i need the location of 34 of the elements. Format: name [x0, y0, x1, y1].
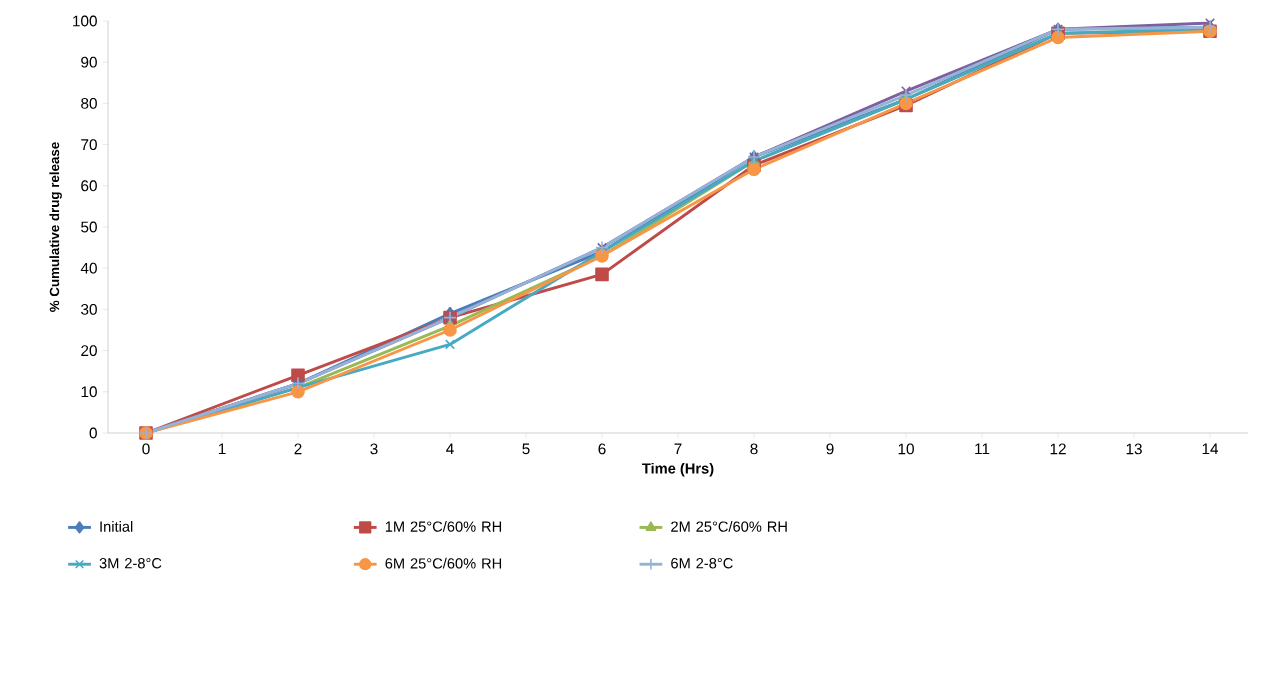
y-tick-label: 30 [81, 303, 97, 315]
legend-label: Initial [100, 521, 133, 532]
x-tick-label: 3 [370, 443, 378, 455]
y-axis-title: % Cumulative drug release [49, 142, 62, 312]
x-tick-label: 7 [674, 443, 682, 455]
x-tick-label: 10 [898, 443, 914, 455]
y-tick-label: 100 [73, 15, 97, 27]
y-tick-label: 90 [81, 56, 97, 68]
x-tick-label: 8 [750, 443, 758, 455]
x-tick-label: 2 [294, 443, 302, 455]
y-tick-label: 50 [81, 221, 97, 233]
x-tick-label: 5 [522, 443, 530, 455]
y-tick-label: 10 [81, 386, 97, 398]
x-tick-label: 14 [1202, 443, 1219, 455]
x-tick-label: 12 [1050, 443, 1066, 455]
x-tick-label: 11 [975, 443, 990, 455]
y-tick-label: 40 [80, 262, 97, 274]
legend-label: 6M 2-8°C [671, 558, 733, 569]
y-tick-label: 20 [81, 345, 97, 357]
y-tick-label: 0 [89, 427, 97, 439]
x-tick-label: 4 [446, 443, 454, 455]
legend-label: 6M 25°C/60% RH [385, 557, 502, 569]
legend-label: 1M 25°C/60% RH [385, 521, 502, 532]
legend-label: 2M 25°C/60% RH [671, 521, 787, 532]
x-tick-label: 13 [1126, 443, 1142, 455]
x-tick-label: 9 [826, 443, 834, 455]
legend-label: 3M 2-8°C [99, 558, 162, 569]
x-axis-title: Time (Hrs) [642, 462, 714, 477]
y-tick-label: 80 [81, 97, 97, 109]
x-tick-label: 6 [598, 443, 606, 455]
y-tick-label: 70 [81, 139, 97, 151]
x-tick-label: 1 [218, 443, 226, 455]
x-tick-label: 0 [142, 443, 150, 455]
y-tick-label: 60 [81, 180, 97, 192]
